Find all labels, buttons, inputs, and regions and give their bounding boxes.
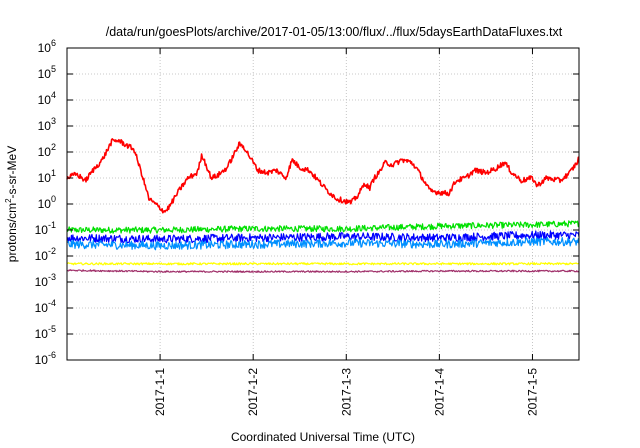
y-axis-label-tail: -s-sr-MeV xyxy=(5,146,19,199)
series-line xyxy=(66,138,580,214)
series-line xyxy=(66,237,580,251)
y-axis-label: protons/cm2-s-sr-MeV xyxy=(4,146,19,262)
y-tick-label: 10-5 xyxy=(35,324,56,341)
x-tick-label: 2017-1-4 xyxy=(432,368,446,416)
x-tick-label: 2017-1-2 xyxy=(246,368,260,416)
y-tick-label: 105 xyxy=(38,64,56,81)
y-tick-label: 102 xyxy=(38,142,56,159)
x-axis: 2017-1-1 2017-1-2 2017-1-3 2017-1-4 2017-1-5 xyxy=(153,48,539,416)
y-tick-label: 104 xyxy=(38,90,56,107)
y-axis: 10-6 10-5 10-4 10-3 10-2 10-1 100 101 102 103 104 1… xyxy=(35,38,579,367)
x-tick-label: 2017-1-3 xyxy=(339,368,353,416)
chart-title: /data/run/goesPlots/archive/2017-01-05/1… xyxy=(106,25,563,39)
y-axis-label-sup: 2 xyxy=(4,198,13,203)
plot-series xyxy=(66,138,580,273)
x-tick-label: 2017-1-1 xyxy=(153,368,167,416)
y-tick-label: 101 xyxy=(38,168,56,185)
x-axis-label: Coordinated Universal Time (UTC) xyxy=(231,430,415,444)
grid-lines xyxy=(67,48,579,360)
y-tick-label: 10-2 xyxy=(35,246,56,263)
series-line xyxy=(66,269,580,273)
y-tick-label: 103 xyxy=(38,116,56,133)
y-tick-label: 106 xyxy=(38,38,56,55)
y-tick-label: 100 xyxy=(38,194,56,211)
series-line xyxy=(66,230,580,244)
x-tick-label: 2017-1-5 xyxy=(525,368,539,416)
series-line xyxy=(66,262,580,266)
y-tick-label: 10-4 xyxy=(35,298,56,315)
y-tick-label: 10-3 xyxy=(35,272,56,289)
y-tick-label: 10-1 xyxy=(35,220,56,237)
y-tick-label: 10-6 xyxy=(35,350,56,367)
y-axis-label-main: protons/cm xyxy=(5,203,19,262)
series-line xyxy=(66,220,579,234)
